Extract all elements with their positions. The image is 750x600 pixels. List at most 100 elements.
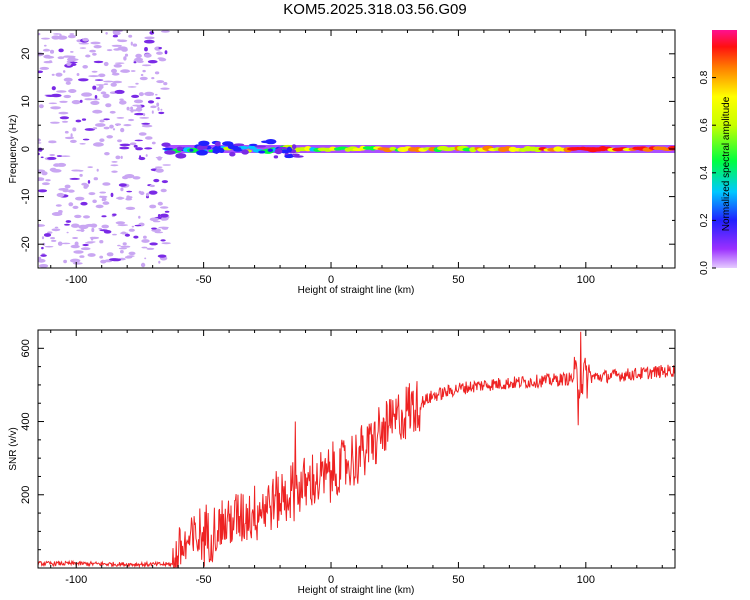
noise-blob xyxy=(96,168,99,172)
noise-blob xyxy=(41,253,45,255)
noise-blob xyxy=(85,54,91,58)
noise-blob xyxy=(111,44,123,47)
noise-blob xyxy=(135,147,144,151)
signal-fuzz xyxy=(214,141,221,147)
noise-blob xyxy=(51,169,62,173)
noise-blob xyxy=(103,61,109,67)
noise-blob xyxy=(138,156,146,161)
noise-blob xyxy=(120,250,124,254)
noise-blob xyxy=(120,155,123,159)
noise-blob xyxy=(95,84,105,86)
noise-blob xyxy=(147,60,158,64)
noise-blob xyxy=(58,188,69,191)
noise-blob xyxy=(151,227,157,230)
noise-blob xyxy=(111,161,118,163)
noise-blob xyxy=(82,65,88,69)
spectrogram-x-label: Height of straight line (km) xyxy=(298,285,415,296)
noise-blob xyxy=(43,60,53,64)
noise-blob xyxy=(117,244,121,247)
noise-blob xyxy=(79,47,87,49)
noise-blob xyxy=(95,204,104,209)
noise-blob xyxy=(99,191,107,194)
noise-blob xyxy=(58,111,69,115)
noise-blob xyxy=(112,80,123,84)
noise-blob xyxy=(59,155,71,157)
noise-blob xyxy=(104,152,110,156)
colorbar-gradient xyxy=(712,30,737,268)
noise-blob xyxy=(126,190,133,193)
colorbar-tick-label: 0.6 xyxy=(699,118,710,132)
noise-blob xyxy=(49,49,55,54)
noise-blob xyxy=(41,182,50,186)
noise-blob xyxy=(155,93,158,96)
noise-blob xyxy=(111,72,120,76)
noise-blob xyxy=(155,168,164,173)
noise-blob xyxy=(98,73,106,78)
spectrogram-y-ticks: -20 -10 0 10 20 xyxy=(20,29,675,269)
noise-blob xyxy=(149,31,155,35)
noise-blob xyxy=(106,135,113,139)
noise-blob xyxy=(38,189,48,193)
signal-fuzz xyxy=(229,151,236,157)
noise-blob xyxy=(134,112,145,116)
noise-blob xyxy=(85,241,94,244)
noise-blob xyxy=(39,264,49,268)
signal-cell xyxy=(667,145,675,151)
signal-fuzz xyxy=(233,143,245,147)
noise-blob xyxy=(164,210,170,213)
noise-blob xyxy=(117,39,121,41)
noise-blob xyxy=(156,102,160,107)
noise-blob xyxy=(161,217,165,221)
noise-blob xyxy=(102,201,110,205)
signal-fuzz xyxy=(198,140,210,146)
noise-blob xyxy=(89,49,96,53)
noise-blob xyxy=(56,90,67,93)
signal-fuzz xyxy=(258,150,266,154)
noise-blob xyxy=(103,83,109,85)
noise-blob xyxy=(63,259,67,264)
noise-blob xyxy=(44,245,54,248)
noise-blob xyxy=(56,155,63,157)
noise-blob xyxy=(50,93,62,98)
noise-blob xyxy=(81,92,93,97)
noise-blob xyxy=(103,126,110,130)
snr-x-label: Height of straight line (km) xyxy=(298,585,415,596)
noise-blob xyxy=(112,233,117,236)
noise-blob xyxy=(66,62,72,66)
noise-blob xyxy=(40,156,44,159)
snr-y-ticks: 200 400 600 xyxy=(20,329,675,569)
noise-blob xyxy=(112,213,117,216)
noise-blob xyxy=(144,47,148,52)
noise-blob xyxy=(51,35,61,40)
colorbar-tick-label: 0.4 xyxy=(699,165,710,179)
noise-blob xyxy=(63,94,72,99)
signal-fuzz xyxy=(286,146,293,153)
noise-blob xyxy=(101,224,109,229)
noise-blob xyxy=(99,240,104,244)
noise-blob xyxy=(116,117,125,119)
noise-blob xyxy=(95,123,106,127)
noise-blob xyxy=(138,92,144,97)
noise-blob xyxy=(158,260,161,264)
noise-blob xyxy=(128,118,135,122)
noise-blob xyxy=(120,231,127,235)
noise-blob xyxy=(131,225,135,228)
noise-blob xyxy=(79,143,86,145)
noise-blob xyxy=(69,58,79,61)
noise-blob xyxy=(144,147,153,150)
noise-blob xyxy=(71,223,80,228)
noise-blob xyxy=(69,177,80,180)
noise-blob xyxy=(90,41,101,45)
noise-blob xyxy=(66,231,69,234)
spectrogram-x-ticks: -100 -50 0 50 100 xyxy=(50,30,663,286)
noise-blob xyxy=(38,70,43,74)
spectrogram-y-tick-label: -10 xyxy=(20,189,32,205)
noise-blob xyxy=(47,156,57,160)
spectrogram-y-tick-label: 10 xyxy=(20,95,32,107)
noise-blob xyxy=(87,166,93,169)
noise-blob xyxy=(67,189,75,193)
noise-blob xyxy=(90,223,98,228)
noise-blob xyxy=(145,154,148,157)
noise-blob xyxy=(51,73,55,76)
noise-blob xyxy=(160,188,167,193)
